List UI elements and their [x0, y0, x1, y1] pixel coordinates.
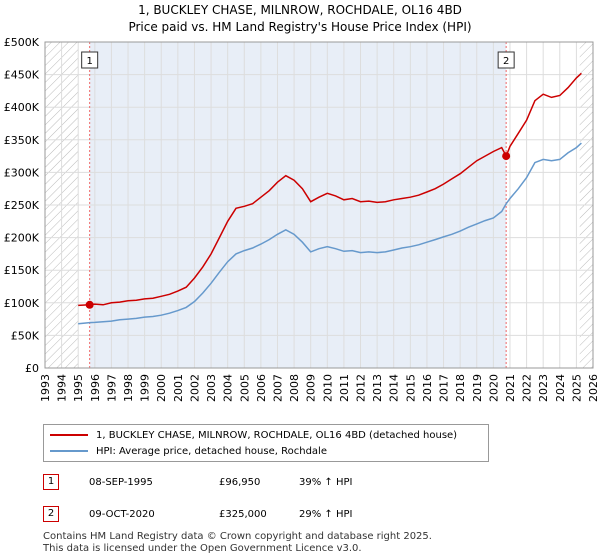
x-tick-label: 2015: [404, 374, 417, 402]
sale-badge: 1: [43, 474, 59, 490]
y-tick-label: £350K: [4, 134, 40, 147]
sale-label-box: [497, 51, 515, 69]
y-tick-label: £400K: [4, 101, 40, 114]
x-tick-label: 2024: [554, 374, 567, 402]
legend-label-hpi: HPI: Average price, detached house, Roch…: [96, 446, 327, 457]
x-tick-label: 2014: [388, 374, 401, 402]
series-line: [78, 142, 582, 325]
x-tick-label: 2012: [355, 374, 368, 402]
x-tick-label: 2010: [321, 374, 334, 402]
y-tick-label: £100K: [4, 297, 40, 310]
sale-date: 08-SEP-1995: [89, 477, 153, 488]
sale-badge: 2: [43, 506, 59, 522]
x-tick-label: 1997: [105, 374, 118, 402]
x-tick-label: 2009: [305, 374, 318, 402]
sale-point: [502, 152, 511, 161]
x-tick-label: 2007: [271, 374, 284, 402]
x-tick-label: 2021: [504, 374, 517, 402]
x-tick-label: 2026: [587, 374, 600, 402]
y-tick-label: £200K: [4, 232, 40, 245]
sale-hpi-diff: 39% ↑ HPI: [299, 477, 353, 488]
footer-licence: This data is licensed under the Open Gov…: [43, 543, 362, 554]
chart-subtitle: Price paid vs. HM Land Registry's House …: [128, 20, 472, 34]
x-tick-label: 2020: [487, 374, 500, 402]
x-tick-label: 1995: [72, 374, 85, 402]
sale-hpi-diff: 29% ↑ HPI: [299, 509, 353, 520]
x-tick-label: 2003: [205, 374, 218, 402]
x-tick-label: 1993: [39, 374, 52, 402]
x-tick-label: 2023: [537, 374, 550, 402]
y-tick-label: £0: [25, 362, 39, 375]
sale-label-box: [81, 51, 99, 69]
x-tick-label: 2013: [371, 374, 384, 402]
x-tick-label: 2005: [238, 374, 251, 402]
chart-title: 1, BUCKLEY CHASE, MILNROW, ROCHDALE, OL1…: [138, 3, 462, 17]
x-tick-label: 2025: [570, 374, 583, 402]
x-tick-label: 1994: [56, 374, 69, 402]
y-tick-label: £300K: [4, 166, 40, 179]
y-tick-label: £50K: [11, 329, 40, 342]
x-tick-label: 2018: [454, 374, 467, 402]
x-tick-label: 2002: [188, 374, 201, 402]
x-tick-label: 1999: [139, 374, 152, 402]
y-tick-label: £500K: [4, 36, 40, 49]
y-tick-label: £250K: [4, 199, 40, 212]
x-tick-label: 1996: [89, 374, 102, 402]
price-chart: £0 £50K £100K £150K £200K £250K £300K £350K £400…: [4, 36, 600, 402]
footer-copyright: Contains HM Land Registry data © Crown c…: [43, 531, 432, 542]
sale-point: [85, 300, 94, 309]
plot-border: [44, 41, 594, 369]
x-tick-label: 1998: [122, 374, 135, 402]
x-tick-label: 2022: [521, 374, 534, 402]
sale-price: £325,000: [219, 509, 267, 520]
x-tick-label: 2011: [338, 374, 351, 402]
legend-item-hpi: HPI: Average price, detached house, Roch…: [50, 444, 327, 460]
sale-label: 1: [86, 56, 92, 67]
x-tick-label: 2017: [438, 374, 451, 402]
sale-price: £96,950: [219, 477, 261, 488]
y-tick-label: £450K: [4, 69, 40, 82]
x-tick-label: 2006: [255, 374, 268, 402]
x-tick-label: 2008: [288, 374, 301, 402]
x-tick-label: 2000: [155, 374, 168, 402]
x-tick-label: 2019: [471, 374, 484, 402]
y-tick-label: £150K: [4, 264, 40, 277]
legend-item-property: 1, BUCKLEY CHASE, MILNROW, ROCHDALE, OL1…: [50, 428, 457, 444]
sale-date: 09-OCT-2020: [89, 509, 155, 520]
legend-swatch-hpi: [50, 450, 88, 452]
legend-swatch-property: [50, 434, 88, 436]
legend: 1, BUCKLEY CHASE, MILNROW, ROCHDALE, OL1…: [43, 424, 489, 462]
x-tick-label: 2016: [421, 374, 434, 402]
legend-label-property: 1, BUCKLEY CHASE, MILNROW, ROCHDALE, OL1…: [96, 430, 458, 441]
x-tick-label: 2004: [222, 374, 235, 402]
sale-label: 2: [503, 56, 509, 67]
x-tick-label: 2001: [172, 374, 185, 402]
